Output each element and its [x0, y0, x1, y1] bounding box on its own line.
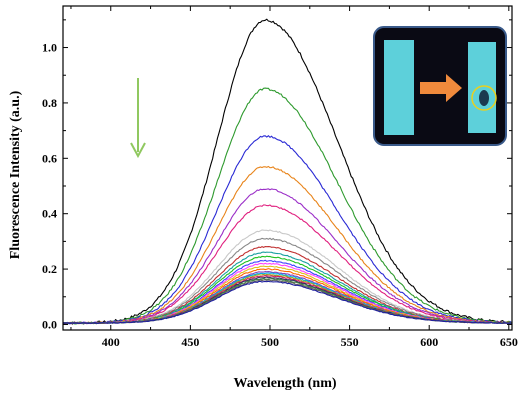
axes-group: 400 450 500 550 600 650 0.0 0.2 0.4 0.6 0.8 1.0	[42, 5, 518, 349]
inset-highlight-circle	[471, 85, 497, 111]
inset-quenched-spot	[479, 90, 489, 106]
series-group	[62, 18, 513, 325]
x-axis-title: Wavelength (nm)	[233, 376, 336, 391]
x-tick-label: 450	[181, 335, 199, 349]
series-line-3	[62, 135, 513, 325]
x-tick-label: 550	[341, 335, 359, 349]
inset-strip-right	[468, 42, 496, 133]
x-tick-label: 500	[261, 335, 279, 349]
y-tick-label: 0.8	[42, 96, 57, 110]
y-tick-label: 0.6	[42, 151, 57, 165]
y-tick-label: 0.4	[42, 207, 57, 221]
y-axis-title: Fluorescence Intensity (a.u.)	[8, 90, 23, 259]
series-line-23	[62, 280, 513, 325]
x-tick-label: 600	[420, 335, 438, 349]
y-tick-label: 0.0	[42, 317, 57, 331]
series-line-6	[62, 204, 513, 325]
decrease-arrow-head	[130, 142, 146, 159]
annotation-group	[130, 26, 507, 159]
series-line-1	[62, 18, 513, 325]
plot-frame	[62, 5, 513, 331]
series-line-4	[62, 165, 513, 325]
series-line-2	[62, 87, 513, 325]
inset-strip-left	[384, 40, 414, 135]
inset-orange-arrow	[420, 74, 462, 102]
y-tick-label: 0.2	[42, 262, 57, 276]
series-line-5	[62, 188, 513, 325]
y-tick-label: 1.0	[42, 41, 57, 55]
x-tick-label: 400	[102, 335, 120, 349]
series-line-9	[62, 245, 513, 325]
x-tick-label: 650	[500, 335, 518, 349]
